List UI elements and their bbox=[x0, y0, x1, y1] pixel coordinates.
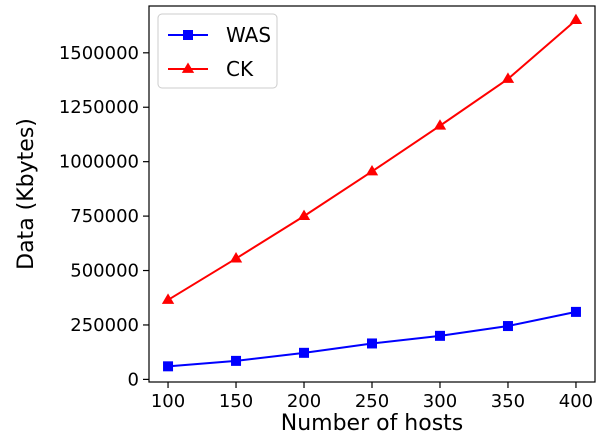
y-tick-label: 750000 bbox=[70, 206, 139, 227]
series-was bbox=[163, 306, 581, 372]
y-tick-label: 1000000 bbox=[59, 152, 139, 173]
data-point-was bbox=[502, 321, 513, 332]
data-point-was bbox=[163, 361, 174, 372]
x-tick-label: 250 bbox=[355, 391, 389, 412]
legend-label-ck: CK bbox=[226, 57, 254, 81]
legend: WAS CK bbox=[157, 13, 278, 89]
data-point-was bbox=[367, 338, 377, 349]
data-point-ck bbox=[297, 209, 311, 220]
x-tick-label: 100 bbox=[151, 391, 185, 412]
y-axis-ticks: 0 250000 500000 750000 1000000 1250000 1500000 bbox=[59, 43, 149, 390]
data-point-ck bbox=[365, 164, 379, 176]
y-axis-label: Data (Kbytes) bbox=[14, 118, 39, 270]
x-axis-label: Number of hosts bbox=[281, 411, 464, 434]
x-tick-label: 350 bbox=[491, 391, 525, 412]
y-tick-label: 500000 bbox=[70, 261, 139, 282]
x-tick-label: 400 bbox=[559, 391, 593, 412]
x-tick-label: 300 bbox=[423, 391, 457, 412]
series-layer bbox=[161, 13, 583, 372]
y-tick-label: 1250000 bbox=[59, 97, 139, 118]
series-ck bbox=[161, 13, 583, 304]
x-axis-ticks: 100 150 200 250 300 350 400 bbox=[151, 382, 593, 412]
x-tick-label: 150 bbox=[219, 391, 253, 412]
data-point-was bbox=[570, 306, 581, 317]
y-tick-label: 250000 bbox=[70, 315, 139, 336]
legend-marker-was bbox=[183, 30, 193, 40]
legend-label-was: WAS bbox=[226, 23, 271, 47]
x-tick-label: 200 bbox=[287, 391, 321, 412]
legend-marker-ck bbox=[181, 62, 195, 73]
data-point-was bbox=[299, 347, 310, 358]
data-point-was bbox=[434, 330, 445, 341]
data-point-ck bbox=[501, 72, 515, 83]
data-point-ck bbox=[229, 252, 243, 263]
data-point-ck bbox=[161, 293, 175, 304]
data-point-ck bbox=[569, 13, 583, 25]
y-tick-label: 1500000 bbox=[59, 43, 139, 64]
y-tick-label: 0 bbox=[128, 369, 139, 390]
legend-item-ck: CK bbox=[168, 57, 254, 81]
legend-item-was: WAS bbox=[168, 23, 271, 47]
data-point-ck bbox=[433, 119, 447, 130]
data-point-was bbox=[231, 355, 242, 366]
